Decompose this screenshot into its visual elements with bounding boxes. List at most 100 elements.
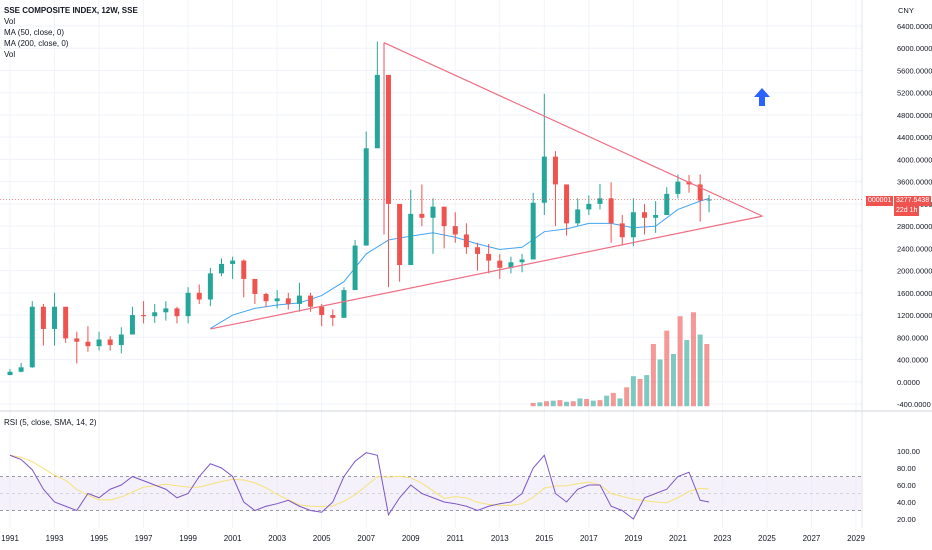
candle-body	[452, 226, 458, 235]
candle-body	[7, 371, 13, 376]
volume-bar	[590, 400, 596, 407]
rsi-ma-line	[9, 454, 710, 508]
time-axis-label: 2005	[313, 534, 331, 543]
candle-body	[575, 209, 581, 224]
price-axis-label: 4000.0000	[897, 155, 932, 164]
candle-body	[475, 247, 481, 254]
volume-bar	[584, 398, 590, 407]
candle-body	[230, 260, 236, 264]
candle-body	[530, 202, 536, 260]
price-badge: 3277.5438	[894, 196, 932, 206]
candle-body	[330, 315, 336, 318]
candle-body	[385, 74, 391, 204]
candle-body	[118, 334, 124, 346]
volume-bar	[577, 398, 583, 407]
candle-body	[653, 215, 659, 218]
rsi-line	[9, 452, 710, 520]
candle-body	[508, 262, 514, 268]
candle-body	[319, 306, 325, 316]
candle-body	[441, 206, 447, 227]
volume-bar	[624, 387, 630, 407]
time-axis-label: 2009	[402, 534, 420, 543]
time-axis-label: 2013	[491, 534, 509, 543]
volume-bar	[530, 402, 536, 407]
price-axis-label: 1600.0000	[897, 289, 932, 298]
price-axis-label: 1200.0000	[897, 311, 932, 320]
candle-body	[552, 156, 558, 185]
candle-body	[497, 260, 503, 268]
time-axis-label: 1995	[90, 534, 108, 543]
candle-body	[74, 338, 80, 342]
candle-body	[263, 293, 269, 302]
price-axis-label: 3600.0000	[897, 178, 932, 187]
time-axis-label: 2025	[758, 534, 776, 543]
candle-body	[141, 315, 147, 317]
symbol-badge: 000001	[866, 196, 894, 206]
candle-body	[352, 245, 358, 291]
candle-body	[274, 298, 280, 302]
volume-bar	[564, 401, 570, 407]
candle-body	[107, 339, 113, 346]
rsi-axis-label: 40.00	[897, 498, 916, 507]
price-axis-label: 2800.0000	[897, 222, 932, 231]
candle-body	[697, 184, 703, 201]
volume-bar	[637, 378, 643, 407]
candle-body	[664, 193, 670, 215]
candle-body	[40, 306, 46, 329]
chart-title: SSE COMPOSITE INDEX, 12W, SSE	[4, 6, 138, 15]
candle-body	[241, 260, 247, 279]
time-axis-label: 1993	[46, 534, 64, 543]
volume-bar	[617, 398, 623, 407]
volume-bar	[610, 392, 616, 407]
candle-body	[185, 292, 191, 317]
price-axis-label: -400.0000	[897, 400, 931, 409]
candle-body	[541, 156, 547, 203]
price-axis-label: 6400.0000	[897, 22, 932, 31]
price-axis-label: 2000.0000	[897, 267, 932, 276]
candle-body	[285, 298, 291, 304]
volume-bar	[670, 353, 676, 407]
rsi-band	[0, 476, 862, 511]
candle-body	[163, 308, 169, 313]
candle-body	[675, 181, 681, 194]
countdown-badge: 22d 1h	[894, 206, 920, 216]
rsi-axis-label: 80.00	[897, 464, 916, 473]
candle-body	[363, 148, 369, 246]
candle-body	[207, 273, 213, 300]
time-axis-label: 2029	[847, 534, 865, 543]
volume-bar	[630, 376, 636, 407]
candle-body	[63, 306, 69, 339]
volume-bar	[537, 402, 543, 407]
candle-body	[463, 234, 469, 248]
candle-body	[219, 263, 224, 274]
candle-body	[597, 198, 603, 204]
candle-body	[619, 223, 625, 238]
time-axis-label: 1999	[179, 534, 197, 543]
volume-bar	[650, 343, 656, 407]
candle-body	[374, 74, 380, 149]
candle-body	[408, 213, 414, 266]
candle-body	[397, 203, 403, 266]
volume-bar	[644, 375, 650, 407]
volume-bar	[664, 330, 670, 407]
time-axis-label: 2015	[535, 534, 553, 543]
volume-bar	[544, 401, 550, 407]
time-axis-label: 2003	[268, 534, 286, 543]
upper-trendline	[383, 42, 763, 217]
candle-body	[308, 295, 314, 307]
volume-bar	[604, 395, 610, 407]
legend-ma50: MA (50, close, 0)	[4, 28, 65, 37]
up-arrow-icon	[754, 88, 770, 106]
candle-body	[419, 213, 425, 218]
time-axis-label: 2027	[803, 534, 821, 543]
candle-body	[96, 339, 102, 347]
volume-bar	[597, 400, 603, 407]
legend-rsi: RSI (5, close, SMA, 14, 2)	[4, 418, 97, 427]
volume-bar	[657, 359, 663, 407]
price-axis-label: 2400.0000	[897, 244, 932, 253]
volume-bar	[690, 312, 696, 407]
time-axis-label: 2011	[447, 534, 465, 543]
time-axis-label: 1991	[1, 534, 19, 543]
legend-vol-2: Vol	[4, 50, 16, 59]
legend-vol: Vol	[4, 17, 16, 26]
